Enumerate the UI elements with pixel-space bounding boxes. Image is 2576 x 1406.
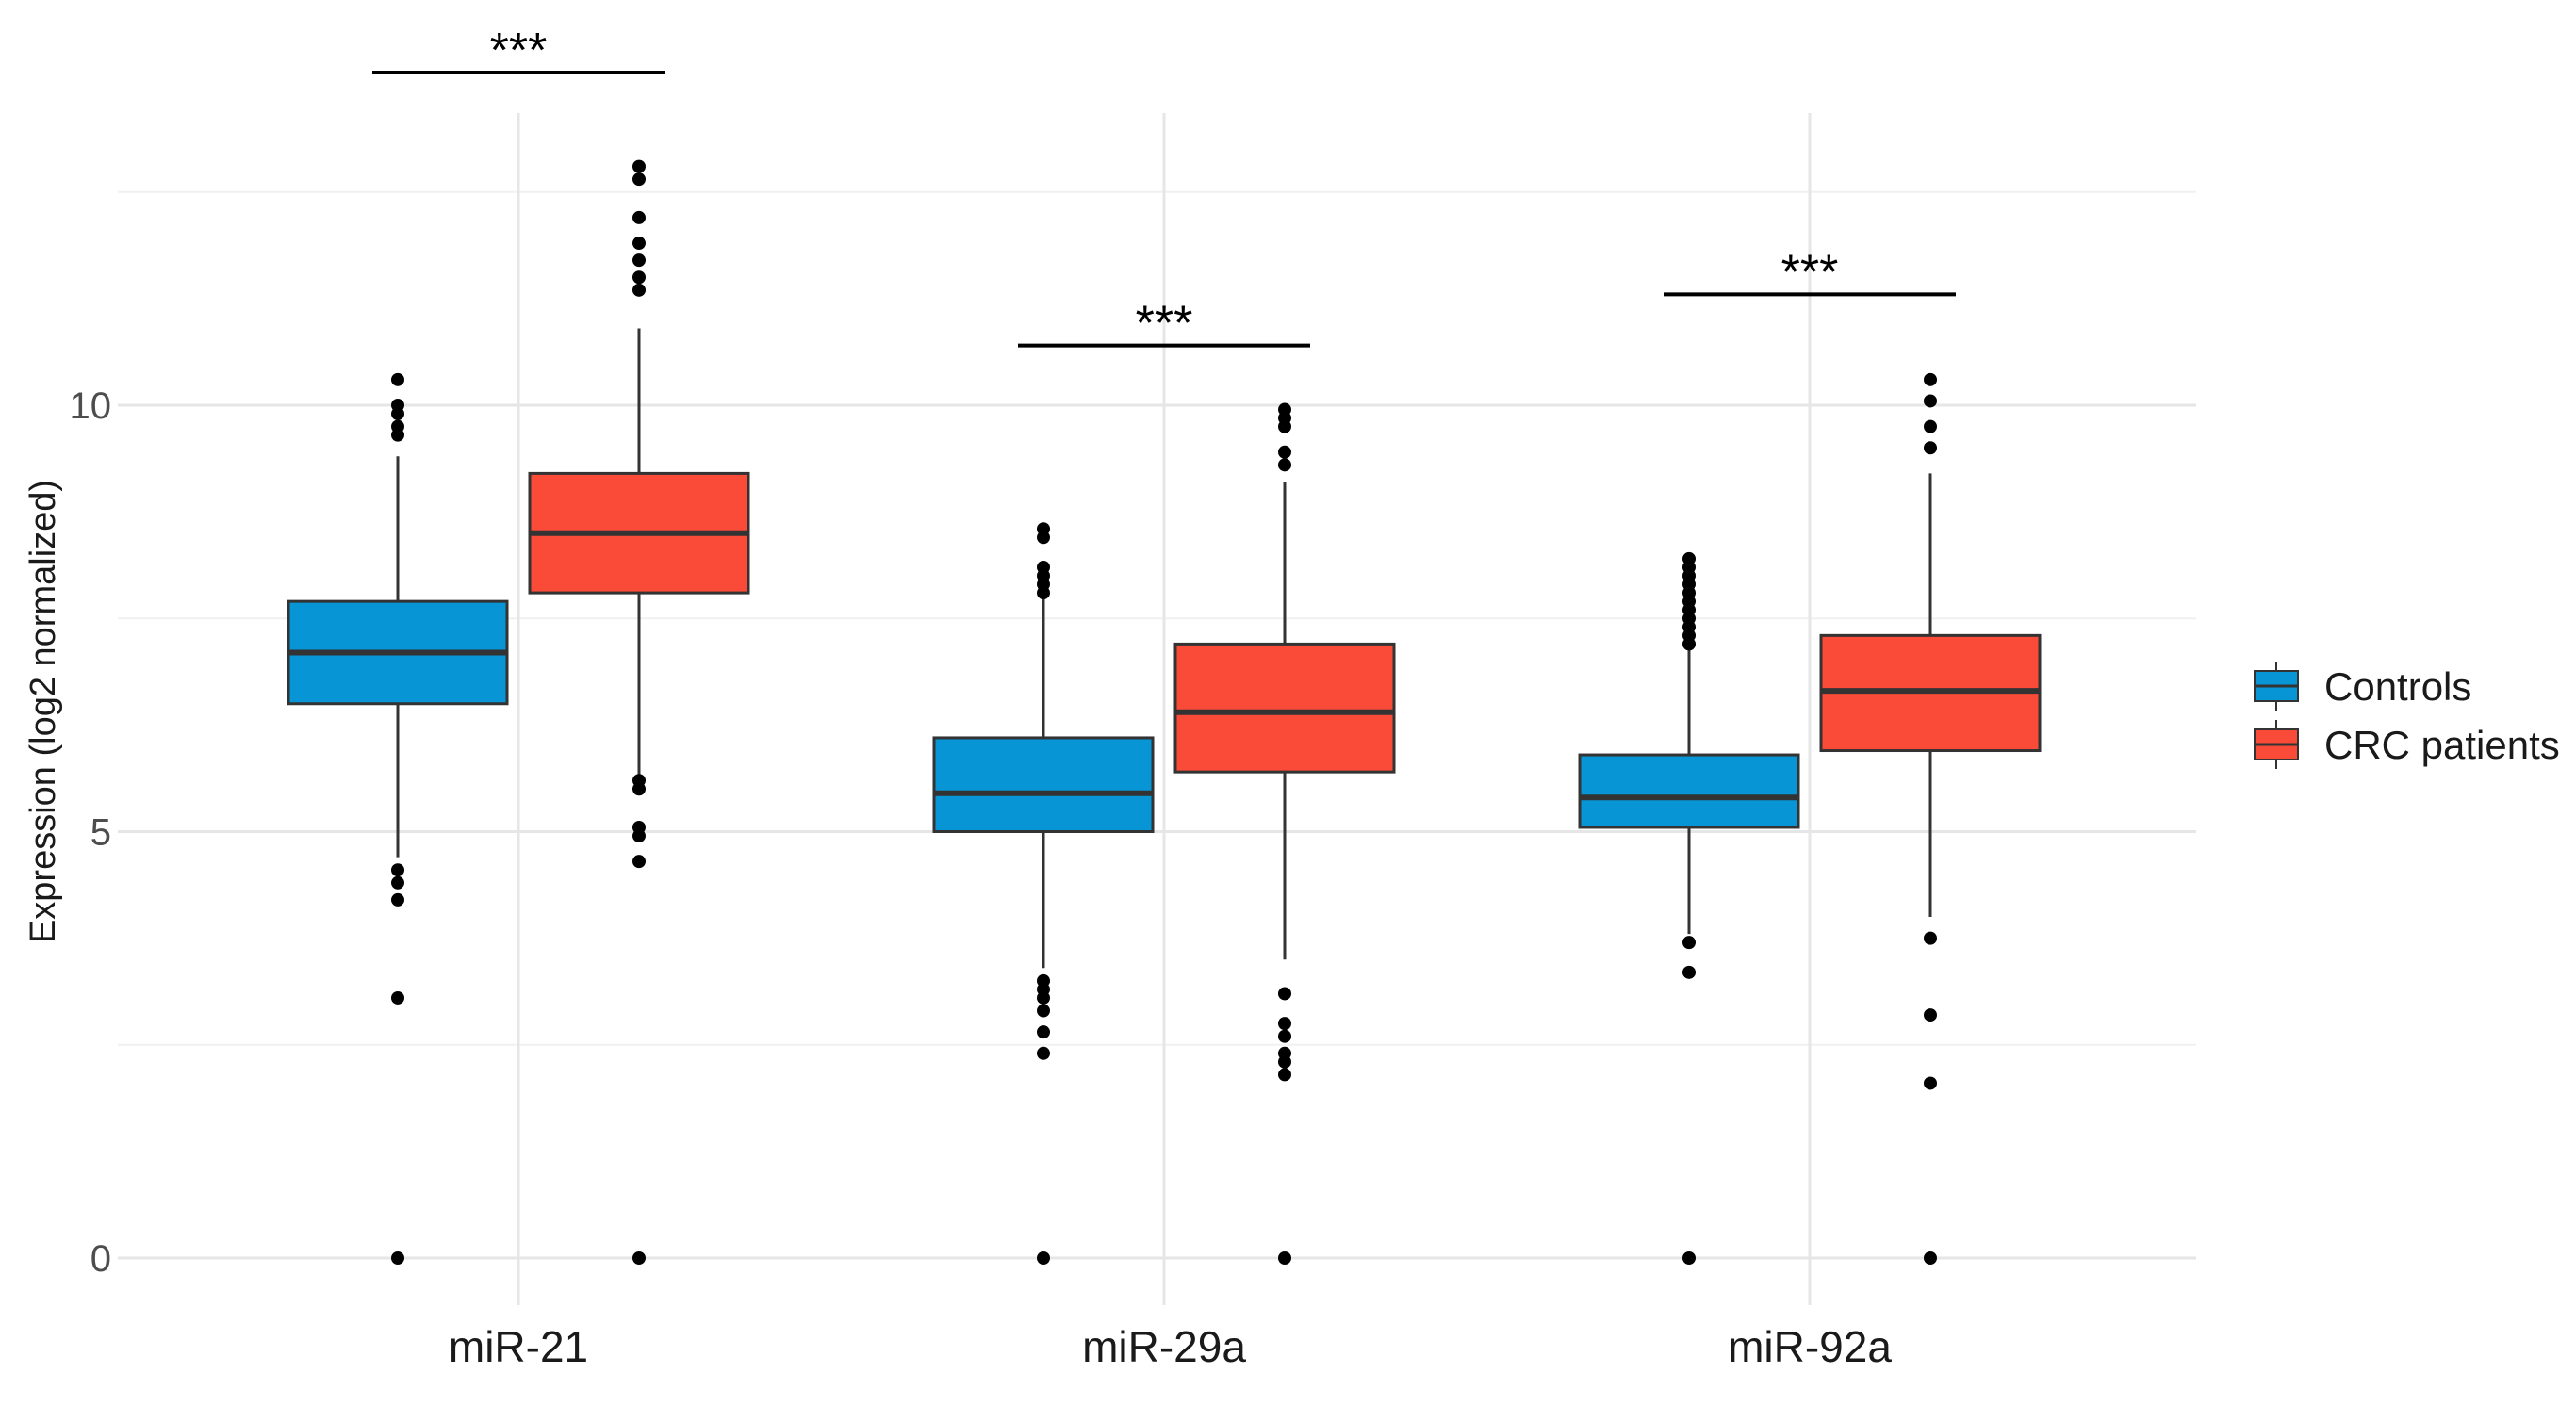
box-layer	[287, 159, 2042, 1265]
x-tick-label: miR-92a	[1728, 1322, 1892, 1371]
outlier-point	[632, 172, 646, 187]
legend-label: Controls	[2324, 664, 2471, 709]
outlier-point	[1924, 1076, 1937, 1090]
outlier-point	[1037, 1004, 1050, 1018]
outlier-point	[1924, 394, 1937, 408]
outlier-point	[632, 210, 646, 224]
outlier-point	[1037, 1046, 1050, 1060]
outlier-point	[391, 892, 404, 907]
outlier-point	[1924, 1251, 1937, 1265]
outlier-point	[1278, 1068, 1291, 1082]
outlier-point	[391, 1251, 404, 1265]
annotation-layer: *** *** ***	[372, 24, 1956, 352]
outlier-point	[1682, 637, 1696, 651]
outlier-point	[1278, 1054, 1291, 1069]
outlier-point	[1924, 441, 1937, 455]
outlier-point	[1924, 1008, 1937, 1022]
x-tick-label: miR-21	[449, 1322, 588, 1371]
outlier-point	[1278, 1029, 1291, 1043]
outlier-point	[632, 829, 646, 843]
outlier-point	[632, 270, 646, 285]
outlier-point	[1682, 936, 1696, 950]
outlier-point	[632, 237, 646, 251]
box-crc-patients-mir-21	[528, 159, 750, 1265]
outlier-point	[1924, 419, 1937, 433]
outlier-point	[632, 1251, 646, 1265]
outlier-point	[632, 855, 646, 869]
significance-label: ***	[1781, 245, 1839, 300]
outlier-point	[1037, 586, 1050, 600]
significance-label: ***	[1136, 297, 1193, 352]
outlier-point	[391, 875, 404, 890]
outlier-point	[1924, 931, 1937, 945]
outlier-point	[632, 782, 646, 796]
x-tick-label: miR-29a	[1082, 1322, 1246, 1371]
outlier-point	[1682, 965, 1696, 979]
y-tick-label: 0	[90, 1238, 111, 1280]
y-tick-label: 10	[70, 385, 112, 427]
outlier-point	[1278, 987, 1291, 1001]
outlier-point	[632, 283, 646, 297]
box-controls-mir-29a	[932, 522, 1155, 1265]
outlier-point	[632, 159, 646, 173]
outlier-point	[391, 990, 404, 1005]
outlier-point	[1037, 990, 1050, 1005]
outlier-point	[1278, 445, 1291, 459]
axis-layer: Expression (log2 normalized) 0 5 10 miR-21 m…	[24, 385, 1892, 1371]
box-iqr	[1578, 753, 1800, 829]
box-crc-patients-mir-92a	[1819, 372, 2042, 1265]
significance-label: ***	[490, 24, 548, 78]
box-iqr	[932, 736, 1155, 834]
outlier-point	[1037, 531, 1050, 545]
outlier-point	[1037, 1025, 1050, 1039]
box-iqr	[1173, 642, 1396, 774]
legend: Controls CRC patients	[2254, 662, 2560, 769]
outlier-point	[391, 428, 404, 442]
legend-item: CRC patients	[2254, 720, 2560, 769]
box-controls-mir-21	[287, 372, 509, 1265]
outlier-point	[1037, 1251, 1050, 1265]
outlier-point	[1278, 419, 1291, 433]
outlier-point	[1924, 372, 1937, 386]
box-controls-mir-92a	[1578, 551, 1800, 1265]
y-axis-title: Expression (log2 normalized)	[24, 480, 63, 943]
y-tick-label: 5	[90, 812, 111, 854]
outlier-point	[391, 863, 404, 877]
outlier-point	[1278, 1251, 1291, 1265]
outlier-point	[1682, 1251, 1696, 1265]
box-crc-patients-mir-29a	[1173, 402, 1396, 1265]
outlier-point	[391, 372, 404, 386]
outlier-point	[632, 253, 646, 268]
outlier-point	[391, 407, 404, 421]
outlier-point	[1278, 458, 1291, 472]
legend-item: Controls	[2254, 662, 2471, 711]
legend-label: CRC patients	[2324, 723, 2560, 767]
outlier-point	[1278, 1017, 1291, 1031]
